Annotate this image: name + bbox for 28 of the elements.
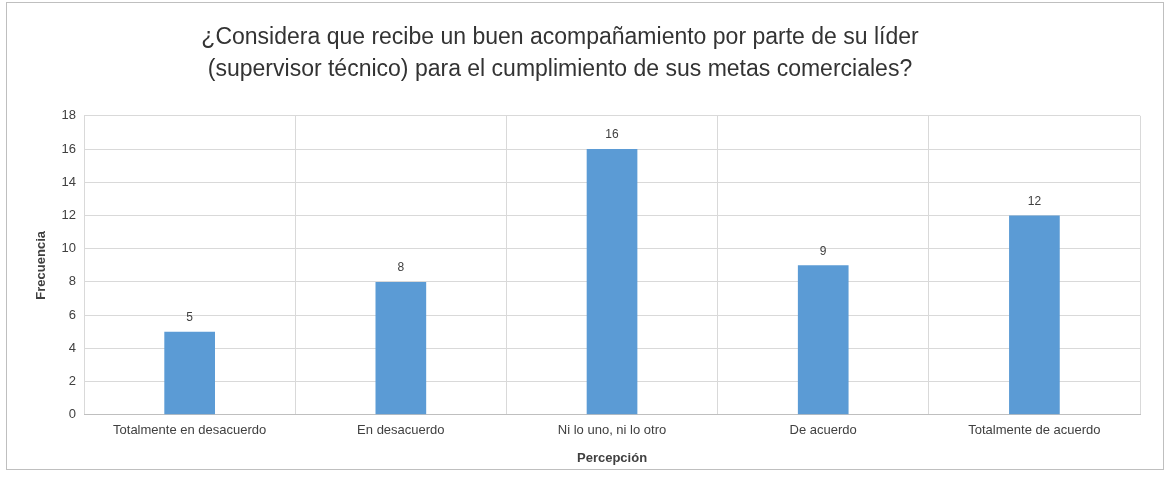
bar xyxy=(1009,215,1060,415)
y-tick-label: 4 xyxy=(68,339,77,355)
bar xyxy=(375,281,427,415)
y-tick-label: 0 xyxy=(68,406,77,422)
bar xyxy=(586,149,638,415)
data-label: 9 xyxy=(819,243,827,258)
data-label: 5 xyxy=(186,310,194,325)
y-tick-label: 6 xyxy=(68,306,77,322)
bar xyxy=(797,265,849,415)
y-tick-label: 10 xyxy=(61,240,77,256)
y-tick-label: 18 xyxy=(61,107,77,123)
y-tick-label: 14 xyxy=(61,173,77,189)
x-tick-label: Totalmente en desacuerdo xyxy=(113,422,267,438)
data-label: 12 xyxy=(1027,193,1042,208)
y-axis-title: Frecuencia xyxy=(33,230,49,300)
y-tick-label: 8 xyxy=(68,273,77,289)
y-tick-label: 12 xyxy=(61,207,77,223)
x-tick-label: Ni lo uno, ni lo otro xyxy=(557,422,667,438)
chart-title: ¿Considera que recibe un buen acompañamiento por parte de su líder (supervisor técnico) para el cumplimiento de sus metas comerciales? xyxy=(200,22,920,83)
data-label: 8 xyxy=(397,260,405,275)
y-tick-label: 16 xyxy=(61,140,77,156)
x-axis-title: Percepción xyxy=(576,449,648,465)
x-tick-label: De acuerdo xyxy=(789,422,857,438)
x-tick-label: En desacuerdo xyxy=(357,422,445,438)
data-label: 16 xyxy=(605,127,620,142)
x-tick-label: Totalmente de acuerdo xyxy=(968,422,1101,438)
y-tick-label: 2 xyxy=(68,373,77,389)
bar xyxy=(164,331,215,415)
